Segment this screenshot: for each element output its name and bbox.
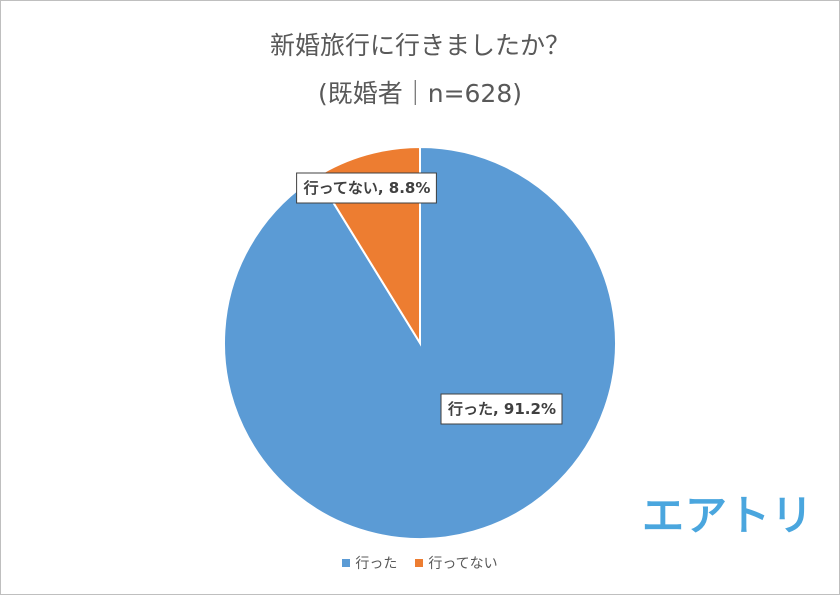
chart-subtitle: (既婚者｜n=628) [317,79,523,108]
data-label-went-box [440,393,563,425]
chart-legend: 行った 行ってない [0,553,840,573]
data-label-went: 行った, 91.2% [440,393,563,425]
legend-swatch-went [342,559,351,567]
data-label-not-went-box [296,172,437,204]
legend-label-not-went: 行ってない [428,556,498,572]
legend-label-went: 行った [355,556,398,572]
legend-item-not-went: 行ってない [415,553,498,573]
legend-swatch-not-went [415,559,424,567]
data-label-not-went-text: 行ってない, 8.8% [303,179,431,197]
chart-title: 新婚旅行に行きましたか？ [269,31,570,60]
legend-item-went: 行った [342,553,397,573]
data-label-went-text: 行った, 91.2% [447,400,556,418]
airtrip-logo: エアトリ [642,491,815,540]
data-label-not-went: 行ってない, 8.8% [296,172,437,204]
